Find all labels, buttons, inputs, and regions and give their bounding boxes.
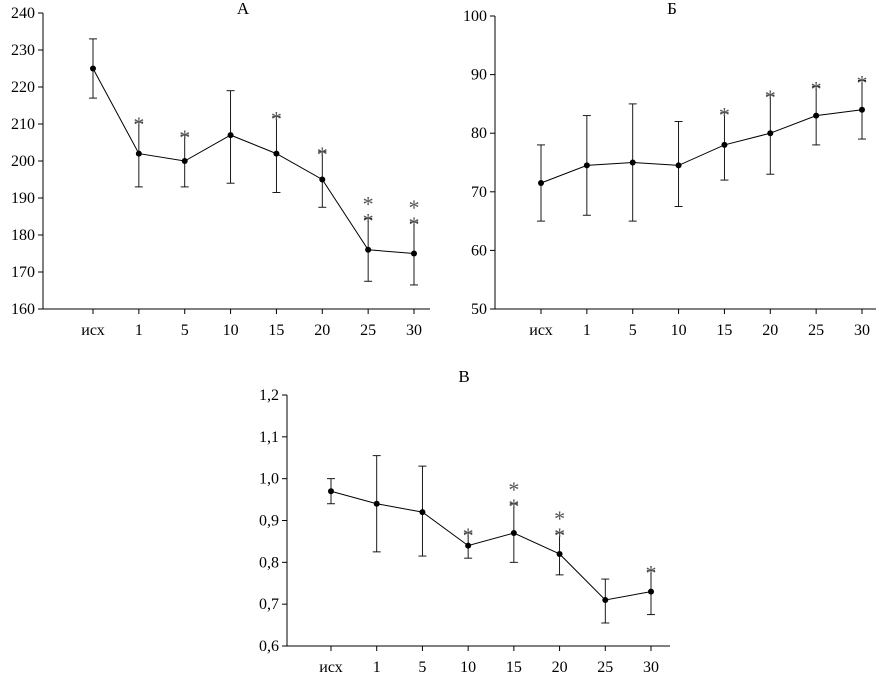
x-tick-label: 25: [360, 322, 376, 339]
x-tick-label: 25: [597, 659, 613, 676]
significance-star: *: [363, 191, 374, 216]
y-tick-label: 60: [471, 242, 487, 259]
data-point: [319, 176, 326, 183]
significance-star: *: [463, 523, 474, 548]
data-point: [721, 141, 728, 148]
significance-star: *: [271, 107, 282, 132]
y-tick-label: 160: [11, 301, 35, 318]
x-tick-label: 5: [418, 659, 426, 676]
y-tick-label: 190: [11, 190, 35, 207]
y-tick-label: 90: [471, 67, 487, 84]
y-tick-label: 0,8: [259, 554, 279, 571]
significance-star: *: [409, 212, 420, 237]
significance-star: *: [646, 561, 657, 586]
data-point: [411, 250, 417, 257]
x-tick-label: 15: [506, 659, 522, 676]
data-point: [538, 180, 544, 187]
y-tick-label: 50: [471, 301, 487, 318]
x-tick-label: 20: [762, 322, 778, 339]
panel-title: В: [458, 367, 469, 386]
series-line: [540, 109, 863, 184]
data-point: [629, 159, 636, 166]
significance-star: *: [508, 477, 519, 502]
data-point: [602, 596, 609, 603]
x-tick-label: 20: [552, 659, 568, 676]
significance-star: *: [857, 70, 868, 95]
data-point: [675, 162, 682, 169]
y-tick-label: 230: [11, 42, 35, 59]
x-tick-label: 20: [314, 322, 330, 339]
y-tick-label: 100: [463, 8, 487, 25]
x-tick-label: 5: [181, 322, 189, 339]
y-tick-label: 1,1: [259, 429, 279, 446]
x-tick-label: 5: [629, 322, 637, 339]
x-tick-label: 10: [223, 322, 239, 339]
x-tick-label: 30: [406, 322, 422, 339]
panel-title: Б: [667, 0, 677, 18]
significance-star: *: [765, 85, 776, 110]
significance-star: *: [554, 523, 565, 548]
data-point: [227, 132, 234, 139]
significance-star: *: [179, 125, 190, 150]
y-tick-label: 1,2: [259, 387, 279, 404]
y-tick-label: 170: [11, 264, 35, 281]
data-point: [510, 530, 517, 537]
y-tick-label: 80: [471, 125, 487, 142]
series-line: [92, 68, 415, 254]
y-tick-label: 210: [11, 116, 35, 133]
x-tick-label: исх: [81, 322, 104, 339]
data-point: [859, 106, 865, 113]
data-point: [648, 588, 654, 595]
data-point: [181, 158, 188, 164]
x-tick-label: 15: [716, 322, 732, 339]
significance-star: *: [133, 112, 144, 137]
data-point: [273, 150, 280, 157]
data-point: [419, 509, 426, 516]
data-point: [328, 488, 334, 495]
series-line: [330, 490, 652, 601]
x-tick-label: 30: [643, 659, 659, 676]
data-point: [813, 112, 820, 119]
y-tick-label: 220: [11, 79, 35, 96]
x-tick-label: исх: [319, 659, 342, 676]
x-tick-label: 1: [583, 322, 591, 339]
y-tick-label: 0,7: [259, 596, 279, 613]
significance-star: *: [508, 494, 519, 519]
significance-star: *: [363, 208, 374, 233]
x-tick-label: 10: [671, 322, 687, 339]
y-tick-label: 180: [11, 227, 35, 244]
data-point: [90, 65, 96, 72]
significance-star: *: [409, 195, 420, 220]
x-tick-label: 1: [373, 659, 381, 676]
y-tick-label: 240: [11, 5, 35, 22]
significance-star: *: [811, 76, 822, 101]
data-point: [583, 162, 590, 169]
significance-star: *: [317, 142, 328, 167]
y-tick-label: 0,6: [259, 638, 279, 655]
x-tick-label: 10: [460, 659, 476, 676]
significance-star: *: [719, 103, 730, 128]
y-tick-label: 200: [11, 153, 35, 170]
y-tick-label: 0,9: [259, 513, 279, 530]
x-tick-label: 15: [268, 322, 284, 339]
data-point: [767, 130, 774, 137]
significance-star: *: [554, 506, 565, 531]
data-point: [465, 542, 472, 549]
y-tick-label: 1,0: [259, 471, 279, 488]
x-tick-label: 30: [854, 322, 870, 339]
data-point: [365, 246, 372, 253]
x-tick-label: 1: [135, 322, 143, 339]
x-tick-label: исх: [529, 322, 552, 339]
data-point: [135, 150, 142, 157]
panel-title: А: [237, 0, 250, 18]
y-tick-label: 70: [471, 184, 487, 201]
data-point: [556, 550, 563, 557]
x-tick-label: 25: [808, 322, 824, 339]
data-point: [373, 500, 380, 507]
